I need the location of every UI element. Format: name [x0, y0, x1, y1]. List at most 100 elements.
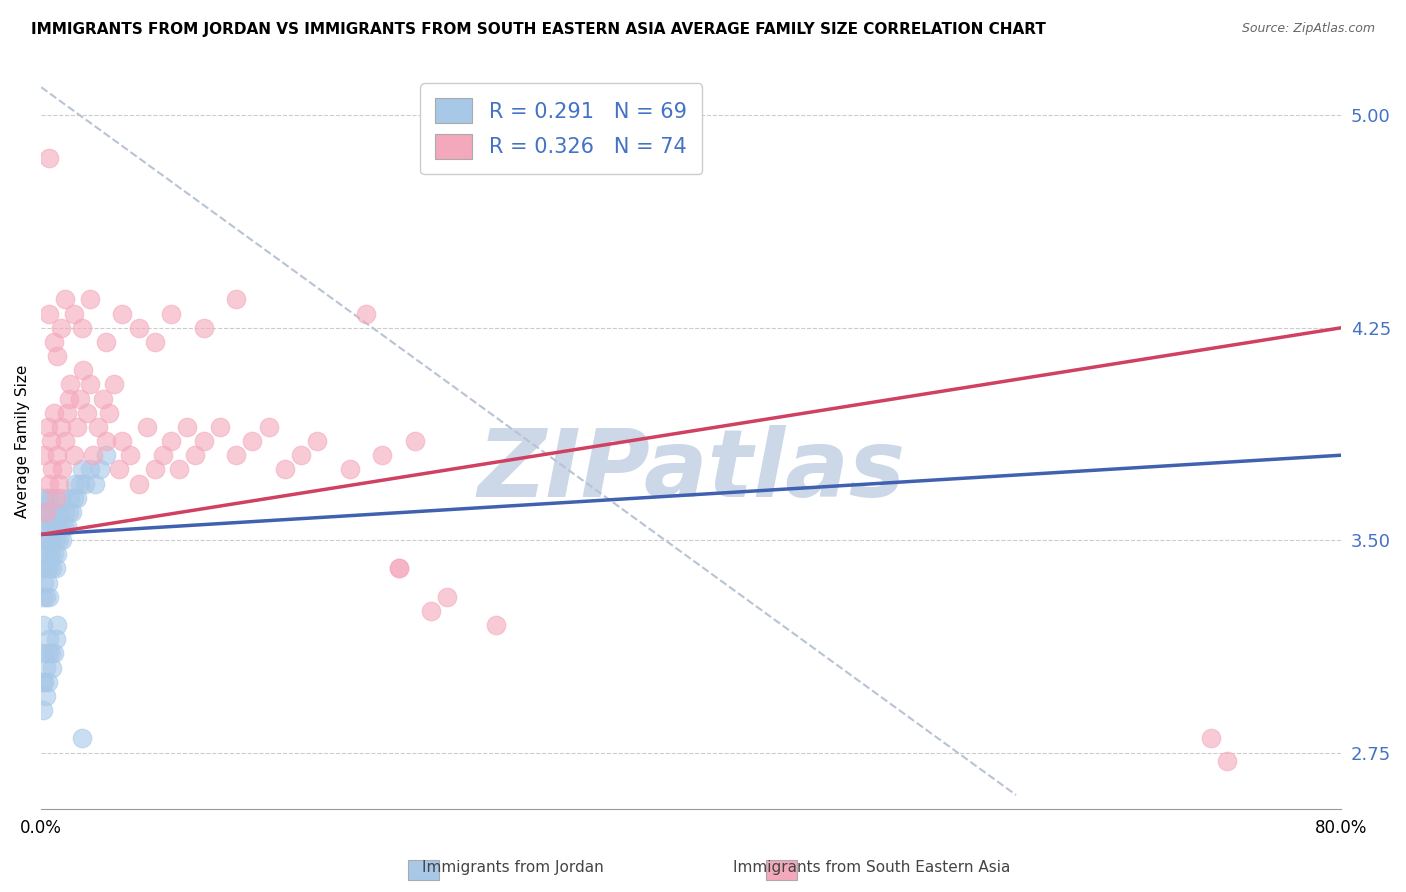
- Point: [94, 448, 117, 462]
- Point: [49, 420, 72, 434]
- Point: [31, 561, 53, 575]
- Point: [94, 334, 117, 349]
- Point: [69, 392, 91, 406]
- Point: [34, 647, 56, 661]
- Point: [38, 590, 60, 604]
- Point: [39, 491, 62, 505]
- Point: [193, 434, 215, 448]
- Point: [79, 462, 101, 476]
- Point: [59, 377, 82, 392]
- Point: [56, 406, 79, 420]
- Point: [339, 462, 361, 476]
- Point: [37, 674, 59, 689]
- Point: [135, 420, 157, 434]
- Point: [387, 561, 409, 575]
- Point: [35, 561, 58, 575]
- Point: [42, 547, 65, 561]
- Point: [485, 618, 508, 632]
- Point: [70, 731, 93, 746]
- Text: Source: ZipAtlas.com: Source: ZipAtlas.com: [1241, 22, 1375, 36]
- Point: [35, 689, 58, 703]
- Point: [83, 476, 105, 491]
- Point: [35, 505, 58, 519]
- Point: [274, 462, 297, 476]
- Point: [34, 519, 56, 533]
- Point: [290, 448, 312, 462]
- Point: [111, 307, 134, 321]
- Point: [94, 434, 117, 448]
- Point: [307, 434, 329, 448]
- Point: [69, 476, 91, 491]
- Point: [404, 434, 426, 448]
- Point: [42, 519, 65, 533]
- Point: [34, 491, 56, 505]
- Point: [37, 519, 59, 533]
- Point: [51, 462, 73, 476]
- Point: [79, 377, 101, 392]
- Point: [160, 307, 183, 321]
- Point: [42, 334, 65, 349]
- Point: [49, 320, 72, 334]
- Point: [65, 476, 87, 491]
- Point: [62, 307, 84, 321]
- Point: [98, 406, 121, 420]
- Point: [41, 561, 63, 575]
- Point: [1216, 754, 1239, 768]
- Point: [46, 618, 69, 632]
- Point: [39, 647, 62, 661]
- Point: [37, 575, 59, 590]
- Point: [55, 505, 77, 519]
- Point: [354, 307, 377, 321]
- Point: [1199, 731, 1222, 746]
- Point: [66, 491, 89, 505]
- Point: [35, 660, 58, 674]
- Point: [89, 462, 111, 476]
- Point: [111, 434, 134, 448]
- Point: [72, 363, 94, 377]
- Point: [39, 547, 62, 561]
- Point: [41, 462, 63, 476]
- Point: [37, 491, 59, 505]
- Point: [103, 377, 125, 392]
- Point: [436, 590, 458, 604]
- Point: [184, 448, 207, 462]
- Point: [225, 293, 247, 307]
- Point: [37, 547, 59, 561]
- Point: [66, 420, 89, 434]
- Point: [42, 647, 65, 661]
- Point: [176, 420, 198, 434]
- Point: [58, 392, 80, 406]
- Point: [371, 448, 394, 462]
- Point: [82, 448, 104, 462]
- Point: [31, 703, 53, 717]
- Point: [225, 448, 247, 462]
- Point: [55, 434, 77, 448]
- Point: [62, 491, 84, 505]
- Point: [38, 533, 60, 548]
- Point: [56, 519, 79, 533]
- Point: [59, 491, 82, 505]
- Point: [49, 491, 72, 505]
- Text: IMMIGRANTS FROM JORDAN VS IMMIGRANTS FROM SOUTH EASTERN ASIA AVERAGE FAMILY SIZE: IMMIGRANTS FROM JORDAN VS IMMIGRANTS FRO…: [31, 22, 1046, 37]
- Point: [35, 533, 58, 548]
- Point: [45, 491, 67, 505]
- Point: [41, 505, 63, 519]
- Point: [41, 660, 63, 674]
- Point: [143, 462, 166, 476]
- Point: [39, 519, 62, 533]
- Point: [38, 632, 60, 647]
- Point: [31, 533, 53, 548]
- Point: [46, 448, 69, 462]
- Point: [45, 561, 67, 575]
- Text: Immigrants from Jordan: Immigrants from Jordan: [422, 861, 605, 875]
- Point: [46, 349, 69, 363]
- Point: [91, 392, 114, 406]
- Point: [167, 462, 190, 476]
- Point: [35, 590, 58, 604]
- Point: [79, 293, 101, 307]
- Point: [38, 307, 60, 321]
- Point: [34, 674, 56, 689]
- Point: [193, 320, 215, 334]
- Point: [143, 334, 166, 349]
- Point: [37, 420, 59, 434]
